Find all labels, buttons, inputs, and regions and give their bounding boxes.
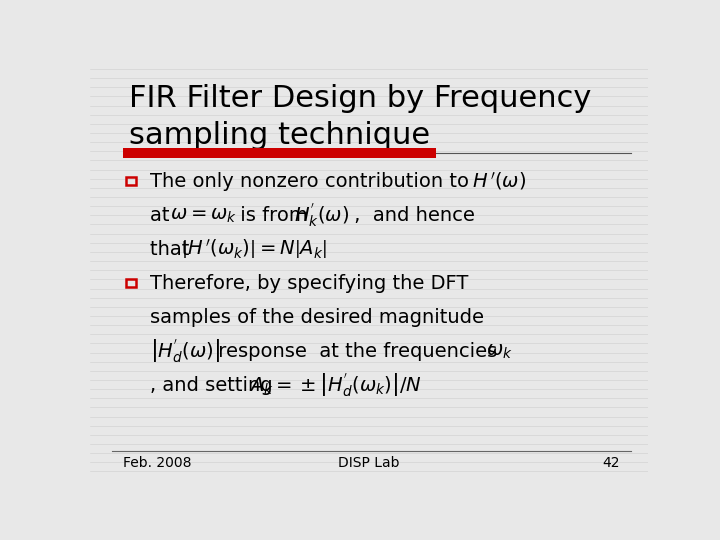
Text: The only nonzero contribution to: The only nonzero contribution to	[150, 172, 475, 191]
Text: $H_k^{'}(\omega)$: $H_k^{'}(\omega)$	[294, 201, 348, 229]
Text: $H\,'(\omega)$: $H\,'(\omega)$	[472, 170, 526, 192]
Bar	[126, 178, 136, 185]
Text: 42: 42	[603, 456, 620, 470]
Bar	[124, 148, 436, 158]
Text: Therefore, by specifying the DFT: Therefore, by specifying the DFT	[150, 274, 469, 293]
Text: is from: is from	[234, 206, 314, 225]
Text: response  at the frequencies: response at the frequencies	[212, 342, 509, 361]
Text: FIR Filter Design by Frequency: FIR Filter Design by Frequency	[129, 84, 591, 112]
Text: $\left|H\,'(\omega_k)\right| = N\left|A_k\right|$: $\left|H\,'(\omega_k)\right| = N\left|A_…	[181, 238, 327, 261]
Text: that: that	[150, 240, 202, 259]
Text: $A_k = \pm\left|H_d^{'}(\omega_k)\right| / N$: $A_k = \pm\left|H_d^{'}(\omega_k)\right|…	[249, 372, 422, 400]
Text: ,  and hence: , and hence	[348, 206, 475, 225]
Text: sampling technique: sampling technique	[129, 121, 430, 150]
Text: , and setting: , and setting	[150, 376, 285, 395]
Text: $\omega_k$: $\omega_k$	[486, 342, 513, 361]
Bar	[126, 279, 136, 287]
Text: DISP Lab: DISP Lab	[338, 456, 400, 470]
Text: samples of the desired magnitude: samples of the desired magnitude	[150, 308, 485, 327]
Text: $\omega = \omega_k$: $\omega = \omega_k$	[170, 206, 237, 225]
Text: Feb. 2008: Feb. 2008	[124, 456, 192, 470]
Text: $\left|H_d^{'}(\omega)\right|$: $\left|H_d^{'}(\omega)\right|$	[150, 338, 220, 365]
Text: at: at	[150, 206, 182, 225]
